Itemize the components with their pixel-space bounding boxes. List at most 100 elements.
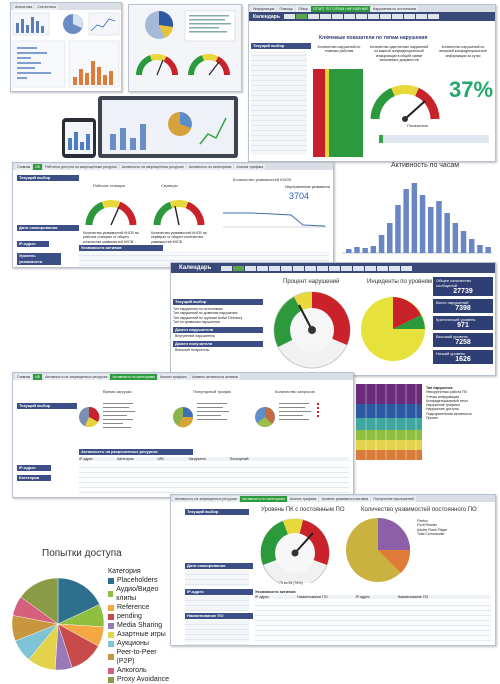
access-legend-item: Reference bbox=[108, 603, 172, 612]
legend-label: Media Sharing bbox=[117, 622, 163, 629]
sw-ip-list[interactable] bbox=[185, 596, 249, 611]
current-selection-header: Текущий выбор bbox=[251, 43, 311, 49]
tab-overview[interactable]: Обзор bbox=[295, 5, 311, 12]
col-loaded[interactable]: Загружено bbox=[188, 457, 206, 461]
top-left-tabs: Аналитика Статистика bbox=[11, 3, 121, 10]
tab-analytics[interactable]: Аналитика bbox=[13, 3, 35, 10]
devices-illustration bbox=[62, 96, 238, 158]
access-legend-item: Peer-to-Peer (P2P) bbox=[108, 648, 172, 666]
calendar-dashboard-bar: Календарь bbox=[171, 263, 495, 273]
tab-forbidden-2[interactable]: Активность на запрещенных ресурсах bbox=[43, 373, 110, 380]
hourly-bar bbox=[370, 246, 377, 253]
traffic-current-selection: Текущий выбор bbox=[17, 403, 77, 409]
report-item-4[interactable]: Тип по правилам нарушения bbox=[173, 319, 220, 324]
stacked-legend-6: Подозрительная активность bbox=[426, 411, 472, 416]
sw-col-software[interactable]: Наименование ПО bbox=[297, 595, 328, 599]
tab-violation-types[interactable]: ОТЧЕТ ПО ТИПАМ НАРУШЕНИЙ bbox=[311, 5, 370, 12]
tab-sw-traffic[interactable]: Анализ трафика bbox=[287, 495, 319, 502]
sw-table-columns: IP-адрес Наименование ПО IP-адрес Наимен… bbox=[255, 595, 491, 600]
legend-swatch bbox=[108, 577, 114, 584]
tab-sw-forbidden[interactable]: Активность на запрещенных ресурсах bbox=[173, 495, 240, 502]
col-ip[interactable]: IP-адрес bbox=[79, 457, 94, 461]
access-legend-item: Алкоголь bbox=[108, 666, 172, 675]
top-right-dashboard: Информация Помощь Обзор ОТЧЕТ ПО ТИПАМ Н… bbox=[248, 4, 496, 162]
allowed-resources-header: Активность на разрешенных ресурсах bbox=[79, 449, 193, 455]
line-chart bbox=[223, 212, 327, 228]
kpi-header-2: Количество идентичных нарушений по важно… bbox=[369, 45, 429, 62]
tab-traffic[interactable]: Анализ трафика bbox=[234, 163, 266, 170]
col-url[interactable]: URL bbox=[157, 457, 165, 461]
report-item-3[interactable]: Тип нарушений по группам Active Director… bbox=[173, 315, 243, 320]
tab-home[interactable]: Главная bbox=[15, 163, 33, 170]
tab-traffic-2[interactable]: Анализ трафика bbox=[157, 373, 189, 380]
tab-category-activity[interactable]: Активность по категориям bbox=[186, 163, 234, 170]
sw-col-ip-2[interactable]: IP-адрес bbox=[355, 595, 370, 599]
legend-label: pending bbox=[117, 613, 142, 620]
access-pie-slice bbox=[20, 577, 59, 625]
report-list[interactable]: Тип нарушения по источникам Тип нарушени… bbox=[173, 307, 259, 324]
tab-sw-category[interactable]: Активность по категориям bbox=[240, 495, 287, 502]
kpi-header-3: Количество нарушений по внешней конфиден… bbox=[439, 45, 487, 58]
tab-access-ratings[interactable]: Рейтинги доступа на запрещенные ресурсы bbox=[43, 163, 119, 170]
sw-col-ip[interactable]: IP-адрес bbox=[255, 595, 270, 599]
sw-col-software-2[interactable]: Наименование ПО bbox=[397, 595, 429, 599]
bottom-indicator-label: Показатель bbox=[407, 123, 429, 128]
tab-sw-apps[interactable]: Построение приложений bbox=[371, 495, 416, 502]
calendar-dashboard-label: Календарь bbox=[179, 265, 212, 271]
calendar-cells[interactable] bbox=[283, 14, 439, 19]
access-attempts-title: Попытки доступа bbox=[42, 548, 122, 559]
sw-pie-legend: Firefox Foxit Reader Adobe Flash Player … bbox=[417, 519, 448, 536]
sw-date-list[interactable] bbox=[185, 570, 249, 586]
calendar-current-selection: Текущий выбор bbox=[173, 299, 263, 305]
legend-swatch bbox=[108, 640, 114, 647]
sw-date-label: Дата сканирования bbox=[185, 563, 253, 569]
sw-legend-1: Firefox bbox=[417, 519, 428, 523]
line-chart-value: 3704 bbox=[289, 191, 310, 201]
legend-swatch bbox=[108, 604, 114, 611]
report-item-2[interactable]: Тип нарушений по доменам нарушения bbox=[173, 311, 238, 316]
hourly-bar bbox=[354, 247, 360, 253]
recipient-item[interactable]: Внешний получатель bbox=[175, 348, 210, 352]
tab-ib[interactable]: ИБ bbox=[33, 163, 43, 170]
stacked-legend-5: Нарушение доступа bbox=[426, 407, 459, 412]
tab-home-2[interactable]: Главная bbox=[15, 373, 33, 380]
access-legend-item: Аукционы bbox=[108, 639, 172, 648]
legend-label: Аудио/Видео клипы bbox=[116, 586, 159, 602]
hourly-bar bbox=[469, 239, 475, 253]
tab-forbidden-activity[interactable]: Активность на запрещенных ресурсах bbox=[119, 163, 186, 170]
tab-help[interactable]: Помощь bbox=[277, 5, 295, 12]
allowed-resources-rows[interactable] bbox=[79, 463, 349, 493]
middle-gauges bbox=[85, 200, 205, 226]
calendar-dashboard: Календарь Текущий выбор Тип нарушения по… bbox=[170, 262, 496, 376]
col-visits[interactable]: Посещений bbox=[229, 457, 249, 461]
report-item-1[interactable]: Тип нарушения по источникам bbox=[173, 307, 223, 311]
access-legend-item: Media Sharing bbox=[108, 621, 172, 630]
hourly-bar bbox=[477, 245, 483, 253]
domain-item[interactable]: Внутренний нарушитель bbox=[175, 334, 215, 338]
col-category[interactable]: Категория bbox=[117, 457, 134, 461]
calendar-dashboard-cells[interactable] bbox=[221, 265, 413, 271]
tab-levels-2[interactable]: Уровень активности активов bbox=[189, 373, 240, 380]
top-right-tabs: Информация Помощь Обзор ОТЧЕТ ПО ТИПАМ Н… bbox=[249, 5, 495, 12]
tab-sw-levels[interactable]: Уровень уязвимости активов bbox=[319, 495, 371, 502]
access-legend-item: Азартные игры bbox=[108, 630, 172, 639]
tab-sources[interactable]: Нарушения по источникам bbox=[370, 5, 419, 12]
tab-info[interactable]: Информация bbox=[251, 5, 277, 12]
traffic-pies bbox=[79, 403, 319, 428]
tab-stats[interactable]: Статистика bbox=[35, 3, 58, 10]
stacked-legend-2: Утечка информации bbox=[426, 394, 459, 399]
hourly-bar bbox=[395, 205, 401, 253]
violation-gauge-title: Процент нарушений bbox=[283, 279, 340, 285]
gauge-caption-workstations: Количество уязвимостей КНСВ на рабочих с… bbox=[83, 231, 139, 244]
tab-category-2[interactable]: Активность по категориям bbox=[110, 373, 157, 380]
sw-table-rows[interactable] bbox=[255, 601, 491, 641]
hourly-bar bbox=[362, 248, 368, 253]
kpi-header-1: Количество нарушений по главным работам bbox=[317, 45, 361, 54]
tab-ib-2[interactable]: ИБ bbox=[33, 373, 43, 380]
left-filter-list[interactable] bbox=[251, 51, 307, 155]
legend-swatch bbox=[108, 631, 114, 638]
legend-swatch bbox=[108, 654, 114, 660]
kpi-low: Низкий уровень 1626 bbox=[433, 350, 493, 364]
sw-software-list[interactable] bbox=[185, 620, 249, 645]
section-popular-traffic: Популярный трафик bbox=[193, 389, 231, 394]
